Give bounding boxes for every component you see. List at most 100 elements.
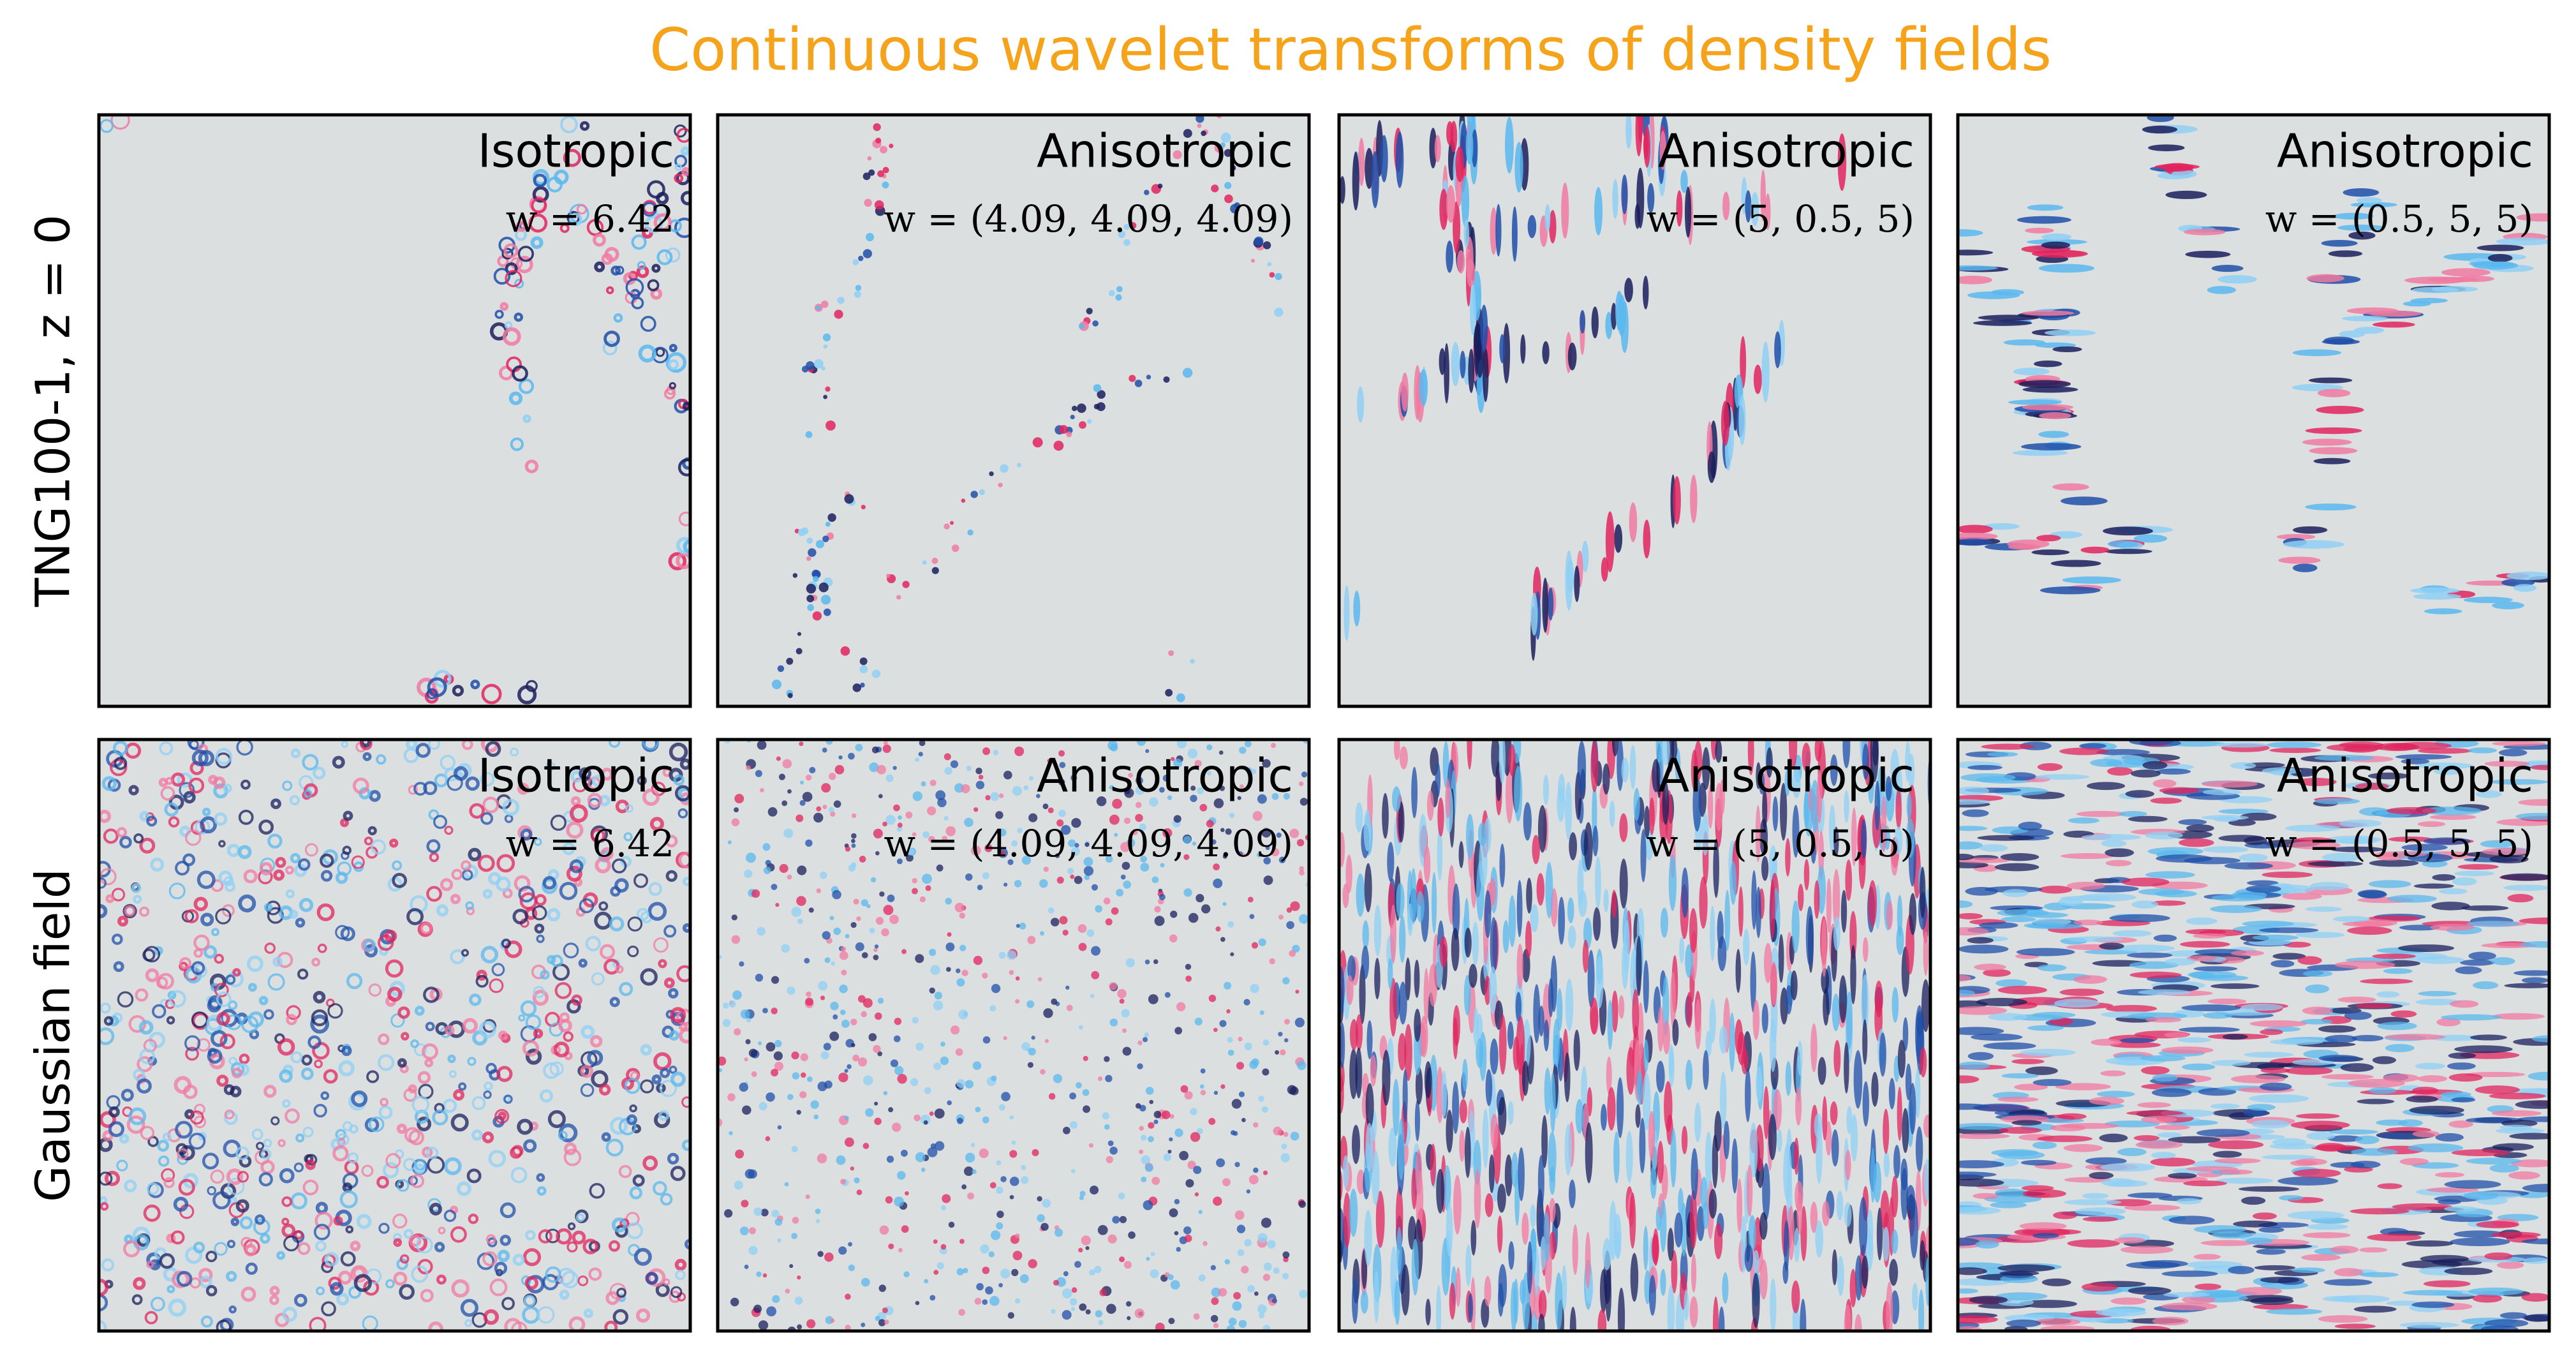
texture-dot [1144,959,1150,965]
texture-dot [1225,828,1232,835]
texture-streak [1958,853,1974,861]
texture-streak [2076,810,2126,817]
texture-streak [1772,796,1779,831]
texture-dot [1003,882,1008,887]
texture-streak [1660,1268,1666,1296]
texture-dot [787,874,792,880]
texture-streak [2355,782,2389,790]
texture-streak [1404,1023,1412,1082]
texture-streak [2350,1161,2381,1169]
texture-streak [1480,304,1488,352]
texture-dot [998,1104,1005,1111]
texture-streak [1896,925,1904,955]
texture-ring [500,1235,512,1246]
texture-streak [1997,909,2050,917]
texture-dot [1222,1178,1231,1187]
texture-streak [2469,261,2503,267]
texture-dot [1000,1268,1010,1279]
texture-streak [1633,787,1640,821]
texture-dot [998,1283,1003,1288]
texture-ring [160,786,175,801]
texture-dot [1244,1238,1252,1247]
texture-dot [783,828,794,838]
texture-streak [2168,1216,2215,1225]
texture-dot [1015,1233,1020,1238]
texture-dot [1055,1228,1063,1237]
texture-dot [774,1039,782,1048]
texture-ring [452,685,464,697]
texture-streak [2018,380,2071,389]
texture-streak [2472,1294,2503,1303]
texture-dot [1219,785,1225,791]
texture-ring [362,752,372,761]
texture-streak [1442,741,1449,788]
texture-streak [1446,1110,1453,1153]
texture-dot [861,1011,868,1018]
texture-ring [598,901,609,911]
texture-dot [812,611,822,621]
texture-streak [1962,809,1989,817]
texture-dot [933,1062,942,1071]
texture-streak [2044,329,2096,336]
texture-ring [156,976,168,989]
texture-streak [2155,890,2197,898]
texture-ring [482,1251,498,1267]
texture-dot [1236,1224,1246,1233]
texture-ring [205,1284,218,1297]
texture-ring [469,803,485,819]
texture-ring [332,755,345,769]
texture-streak [1958,229,1983,237]
texture-streak [2197,975,2249,981]
texture-ring [468,1214,479,1224]
texture-dot [1271,847,1280,857]
texture-dot [734,807,739,813]
texture-streak [2186,824,2214,833]
texture-streak [1958,799,1991,805]
texture-dot [990,792,1000,801]
texture-streak [1618,995,1625,1019]
texture-streak [1483,347,1489,403]
texture-streak [1495,204,1502,257]
texture-streak [2372,953,2416,959]
texture-streak [2429,814,2476,820]
texture-dot [877,764,886,775]
texture-ring [272,956,283,967]
texture-streak [2066,881,2105,890]
texture-dot [931,567,939,574]
texture-dot [945,897,952,905]
texture-dot [855,942,864,951]
texture-dot [756,1271,762,1277]
texture-streak [2141,1066,2170,1075]
texture-ring [572,1230,586,1245]
panel-frame [716,738,1311,1333]
texture-ring [522,1039,540,1057]
texture-streak [2039,412,2071,419]
texture-streak [2401,758,2430,764]
texture-streak [2034,361,2062,368]
texture-streak [1762,1163,1770,1221]
texture-streak [2357,889,2387,898]
texture-ring [425,1022,435,1032]
texture-dot [961,969,968,977]
texture-ring [637,775,647,785]
texture-ring [179,782,195,798]
texture-streak [2147,115,2174,123]
texture-streak [2516,213,2549,222]
texture-streak [1906,818,1915,858]
texture-dot [777,665,785,673]
texture-streak [1673,476,1681,525]
texture-streak [1428,963,1438,1007]
texture-streak [2367,1233,2422,1242]
texture-streak [1745,1067,1751,1122]
texture-dot [844,1069,848,1073]
texture-ring [323,1069,338,1084]
texture-ring [207,1048,223,1064]
texture-streak [2211,894,2266,902]
texture-dot [838,755,843,760]
texture-ring [480,771,495,787]
texture-dot [1251,942,1259,949]
texture-ring [665,835,678,848]
texture-streak [2210,1103,2240,1110]
texture-streak [1355,802,1363,833]
texture-streak [2128,815,2168,822]
